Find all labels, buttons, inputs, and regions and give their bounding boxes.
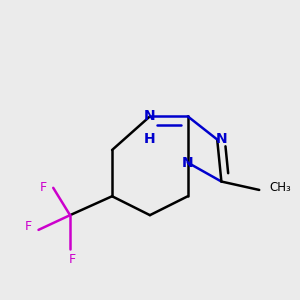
Text: H: H	[144, 133, 156, 146]
Text: CH₃: CH₃	[270, 181, 292, 194]
Text: F: F	[69, 253, 76, 266]
Text: F: F	[25, 220, 32, 233]
Text: F: F	[40, 181, 47, 194]
Text: N: N	[216, 133, 227, 146]
Text: N: N	[144, 110, 156, 123]
Text: N: N	[182, 156, 194, 170]
